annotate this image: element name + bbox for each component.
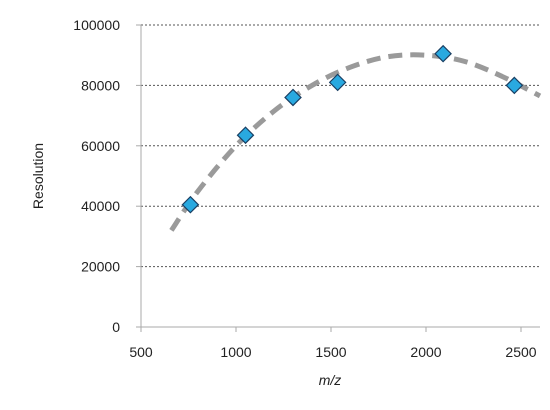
x-tick-labels: 500 1000 1500 2000 2500 <box>129 327 537 360</box>
y-tick-label: 100000 <box>73 17 120 33</box>
y-axis-title: Resolution <box>30 143 46 209</box>
y-tick-label: 0 <box>112 319 120 335</box>
data-point-diamond <box>328 73 347 92</box>
x-tick-label: 2000 <box>410 344 441 360</box>
data-point-diamond <box>181 195 200 214</box>
data-point-diamond <box>434 44 452 63</box>
data-points <box>181 44 524 214</box>
x-tick-label: 500 <box>129 344 153 360</box>
data-point-diamond <box>284 88 302 107</box>
trend-line <box>169 52 542 232</box>
y-tick-label: 80000 <box>81 77 120 93</box>
x-tick-label: 1500 <box>315 344 346 360</box>
y-tick-label: 20000 <box>81 259 120 275</box>
x-tick-label: 1000 <box>220 344 251 360</box>
x-axis-title: m/z <box>319 372 342 388</box>
grid-lines <box>141 24 540 268</box>
y-tick-labels: 0 20000 40000 60000 80000 100000 <box>73 17 141 335</box>
x-tick-label: 2500 <box>505 344 536 360</box>
data-point-diamond <box>236 126 255 145</box>
data-point-diamond <box>505 76 524 95</box>
y-tick-label: 40000 <box>81 198 120 214</box>
y-tick-label: 60000 <box>81 138 120 154</box>
